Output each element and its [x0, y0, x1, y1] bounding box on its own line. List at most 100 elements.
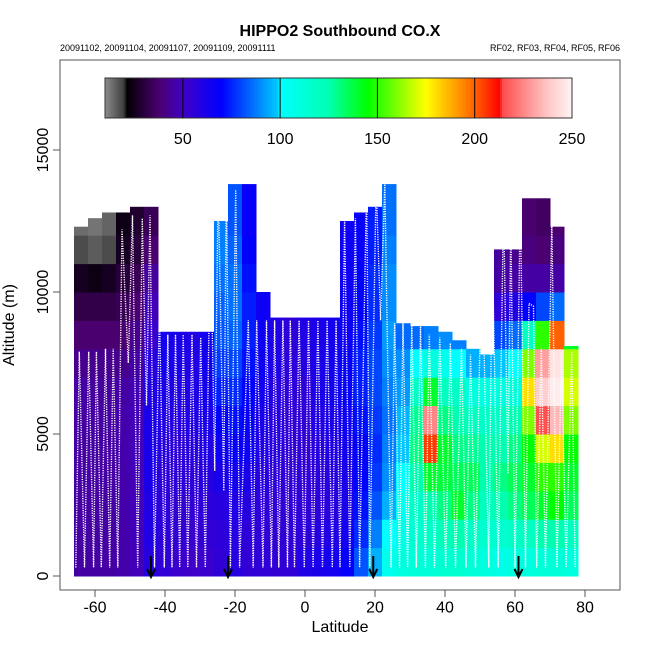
colorbar-segment [431, 78, 435, 118]
heat-cell [368, 519, 383, 549]
heat-cell [144, 377, 159, 407]
colorbar-segment [562, 78, 565, 118]
down-arrow-icon [146, 556, 156, 580]
x-tick-label: 80 [576, 599, 594, 616]
heat-cell [480, 490, 495, 520]
colorbar-segment [280, 78, 283, 118]
heat-cell [382, 490, 397, 520]
colorbar-segment [188, 78, 192, 118]
heat-cell [536, 405, 551, 435]
colorbar-segment [248, 78, 252, 118]
colorbar-segment [379, 78, 382, 118]
heat-cell [88, 519, 103, 549]
down-arrow-icon [368, 556, 379, 580]
colorbar-segment [466, 78, 470, 118]
heat-cell [438, 331, 453, 350]
colorbar-segment [256, 78, 260, 118]
heat-cell [312, 490, 327, 520]
colorbar-segment [482, 78, 485, 118]
heat-cell [242, 263, 257, 293]
heat-cell [382, 348, 397, 378]
colorbar-segment [155, 78, 158, 118]
colorbar-segment [437, 78, 441, 118]
heat-cell [130, 348, 145, 378]
colorbar-segment [346, 78, 349, 118]
heat-cell [424, 326, 439, 350]
colorbar-segment [461, 78, 464, 118]
colorbar-segment [429, 78, 433, 118]
colorbar-segment [533, 78, 536, 118]
colorbar-segment [266, 78, 269, 118]
colorbar-segment [317, 78, 320, 118]
colorbar-segment [451, 78, 454, 118]
heat-cell [242, 547, 257, 577]
colorbar-segment [171, 78, 174, 118]
heat-cell [536, 547, 551, 577]
colorbar-segment [112, 78, 116, 118]
heat-cell [494, 490, 509, 520]
colorbar-segment [270, 78, 273, 118]
heat-cell [116, 490, 131, 520]
heat-cell [438, 490, 453, 520]
heat-cell [536, 292, 551, 321]
heat-cell [214, 490, 229, 520]
heat-cell [522, 320, 537, 350]
heat-cell [158, 331, 173, 350]
colorbar-segment [365, 78, 369, 118]
heat-cell [186, 462, 201, 492]
heat-cell [228, 462, 243, 492]
colorbar-segment [194, 78, 197, 118]
colorbar-segment [159, 78, 162, 118]
heat-cell [424, 405, 439, 435]
x-tick-label: -20 [223, 599, 246, 616]
heat-cell [116, 235, 131, 265]
colorbar-segment [247, 78, 250, 118]
heat-cell [88, 292, 103, 321]
colorbar-segment [212, 78, 215, 118]
heat-cell [522, 235, 537, 265]
heat-cell [130, 434, 145, 463]
heat-cell [172, 434, 187, 463]
heat-cell [494, 462, 509, 492]
heat-cell [522, 547, 537, 577]
heat-cell [242, 462, 257, 492]
heat-cell [284, 434, 299, 463]
heat-cell [312, 317, 327, 321]
heat-cell [508, 434, 523, 463]
colorbar-segment [221, 78, 225, 118]
heat-cell [438, 434, 453, 463]
colorbar-segment [540, 78, 544, 118]
colorbar-segment [332, 78, 336, 118]
heat-cell [298, 490, 313, 520]
colorbar-segment [161, 78, 164, 118]
colorbar-segment [175, 78, 178, 118]
colorbar-segment [554, 78, 557, 118]
heat-cell [74, 226, 89, 236]
colorbar-tick-label: 200 [461, 131, 488, 148]
colorbar-segment [235, 78, 238, 118]
heat-cell [522, 198, 537, 208]
colorbar-segment [439, 78, 443, 118]
heat-cell [214, 519, 229, 549]
colorbar-segment [198, 78, 201, 118]
colorbar-segment [233, 78, 236, 118]
colorbar-segment [149, 78, 153, 118]
colorbar-segment [548, 78, 551, 118]
y-axis-label: Altitude (m) [1, 284, 18, 366]
colorbar-segment [305, 78, 308, 118]
heat-cell [228, 292, 243, 321]
heat-cell [242, 490, 257, 520]
heat-cell [298, 320, 313, 350]
heat-cell [326, 348, 341, 378]
colorbar-segment [297, 78, 300, 118]
heat-cell [354, 377, 369, 407]
x-tick-label: 60 [506, 599, 524, 616]
heat-cell [326, 320, 341, 350]
colorbar-segment [433, 78, 437, 118]
colorbar-segment [457, 78, 460, 118]
plot-frame [59, 59, 621, 591]
colorbar-segment [517, 78, 520, 118]
heat-cell [438, 377, 453, 407]
heat-cell [256, 292, 271, 321]
colorbar-segment [330, 78, 334, 118]
